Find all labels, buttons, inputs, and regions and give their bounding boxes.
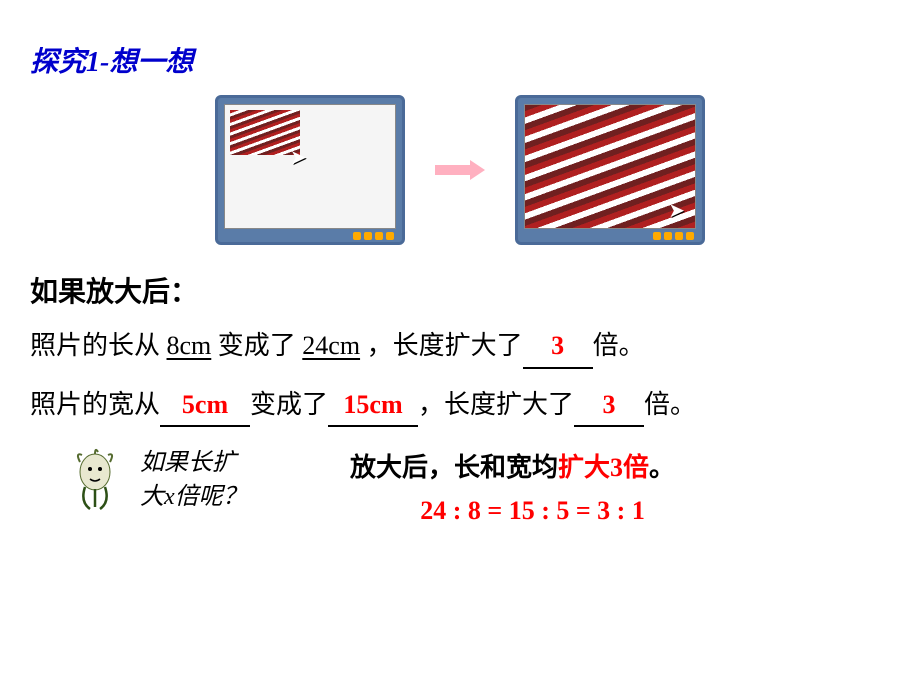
conclusion-part2: 扩大3倍 <box>558 453 649 482</box>
ratio-equation: 24 : 8 = 15 : 5 = 3 : 1 <box>390 496 675 526</box>
text-line-2: 照片的宽从 5cm 变成了 15cm ，长度扩大了 3 倍。 <box>30 384 890 428</box>
line2-from: 5cm <box>182 390 228 419</box>
bottom-section: 如果长扩 大x倍呢？ 放大后，长和宽均扩大3倍。 24 : 8 = 15 : 5… <box>30 447 890 526</box>
cursor-icon-left: ➤ <box>290 145 307 170</box>
line2-from-blank: 5cm <box>160 384 250 428</box>
section-heading: 如果放大后： <box>30 270 890 310</box>
conclusion-part1: 放大后，长和宽均 <box>350 453 558 482</box>
line1-part3: ，长度扩大了 <box>360 331 523 360</box>
conclusion-text: 放大后，长和宽均扩大3倍。 <box>350 447 675 484</box>
line2-blank: 3 <box>574 384 644 428</box>
conclusion-part3: 。 <box>649 453 675 482</box>
text-line-1: 照片的长从 8cm 变成了 24cm ，长度扩大了 3 倍。 <box>30 325 890 369</box>
line1-part4: 倍。 <box>593 331 645 360</box>
question-line2: 大x倍呢？ <box>140 481 290 515</box>
line1-to: 24cm <box>302 331 360 360</box>
slide-title: 探究1-想一想 <box>30 40 890 80</box>
line1-blank: 3 <box>523 325 593 369</box>
line1-from: 8cm <box>167 331 212 360</box>
monitor-left: ➤ <box>215 95 405 245</box>
line2-part3: ，长度扩大了 <box>418 390 574 419</box>
arrow-icon <box>435 160 485 180</box>
line1-part1: 照片的长从 <box>30 331 167 360</box>
character-icon <box>70 447 120 512</box>
line1-part2: 变成了 <box>211 331 302 360</box>
title-prefix: 探究1- <box>30 47 109 78</box>
line1-answer: 3 <box>551 331 564 360</box>
line2-to-blank: 15cm <box>328 384 418 428</box>
monitors-illustration: ➤ ➤ <box>30 95 890 245</box>
question-line1: 如果长扩 <box>140 447 290 481</box>
line2-answer: 3 <box>603 390 616 419</box>
answer-section: 放大后，长和宽均扩大3倍。 24 : 8 = 15 : 5 = 3 : 1 <box>350 447 675 526</box>
monitor-controls-right <box>653 232 694 240</box>
screen-left: ➤ <box>224 104 396 229</box>
title-main: 想一想 <box>109 47 193 78</box>
cursor-icon-right: ➤ <box>668 198 685 223</box>
monitor-right: ➤ <box>515 95 705 245</box>
line2-part2: 变成了 <box>250 390 328 419</box>
question-text: 如果长扩 大x倍呢？ <box>140 447 290 514</box>
line2-part1: 照片的宽从 <box>30 390 160 419</box>
line2-part4: 倍。 <box>644 390 696 419</box>
line2-to: 15cm <box>343 390 402 419</box>
monitor-controls-left <box>353 232 394 240</box>
screen-right: ➤ <box>524 104 696 229</box>
